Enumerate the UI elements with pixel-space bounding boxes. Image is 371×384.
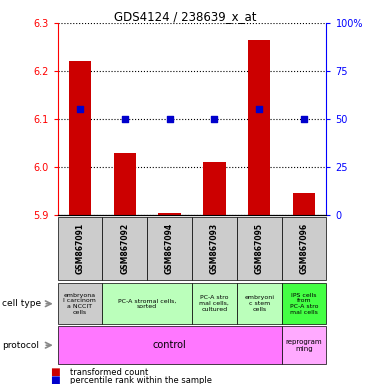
Text: GSM867094: GSM867094 [165, 223, 174, 274]
Bar [114, 152, 136, 215]
Text: control: control [153, 340, 187, 350]
Point [77, 106, 83, 113]
Point [301, 116, 307, 122]
Text: reprogram
ming: reprogram ming [286, 339, 322, 352]
Text: GDS4124 / 238639_x_at: GDS4124 / 238639_x_at [114, 10, 257, 23]
Bar [69, 61, 91, 215]
Point [211, 116, 217, 122]
Text: ■: ■ [50, 367, 60, 377]
Text: transformed count: transformed count [70, 368, 149, 377]
Text: IPS cells
from
PC-A stro
mal cells: IPS cells from PC-A stro mal cells [290, 293, 318, 315]
Text: GSM867095: GSM867095 [255, 223, 264, 274]
Text: protocol: protocol [2, 341, 39, 350]
Text: GSM867093: GSM867093 [210, 223, 219, 274]
Text: cell type: cell type [2, 299, 41, 308]
Bar [158, 213, 181, 215]
Text: embryoni
c stem
cells: embryoni c stem cells [244, 295, 274, 312]
Text: percentile rank within the sample: percentile rank within the sample [70, 376, 213, 384]
Text: embryona
l carcinom
a NCCIT
cells: embryona l carcinom a NCCIT cells [63, 293, 96, 315]
Text: PC-A stromal cells,
sorted: PC-A stromal cells, sorted [118, 298, 176, 309]
Point [167, 116, 173, 122]
Text: PC-A stro
mal cells,
cultured: PC-A stro mal cells, cultured [200, 295, 229, 312]
Point [122, 116, 128, 122]
Text: GSM867091: GSM867091 [75, 223, 85, 274]
Text: GSM867096: GSM867096 [299, 223, 309, 274]
Bar [203, 162, 226, 215]
Text: GSM867092: GSM867092 [120, 223, 129, 274]
Point [256, 106, 262, 113]
Bar [248, 40, 270, 215]
Text: ■: ■ [50, 375, 60, 384]
Bar [293, 194, 315, 215]
